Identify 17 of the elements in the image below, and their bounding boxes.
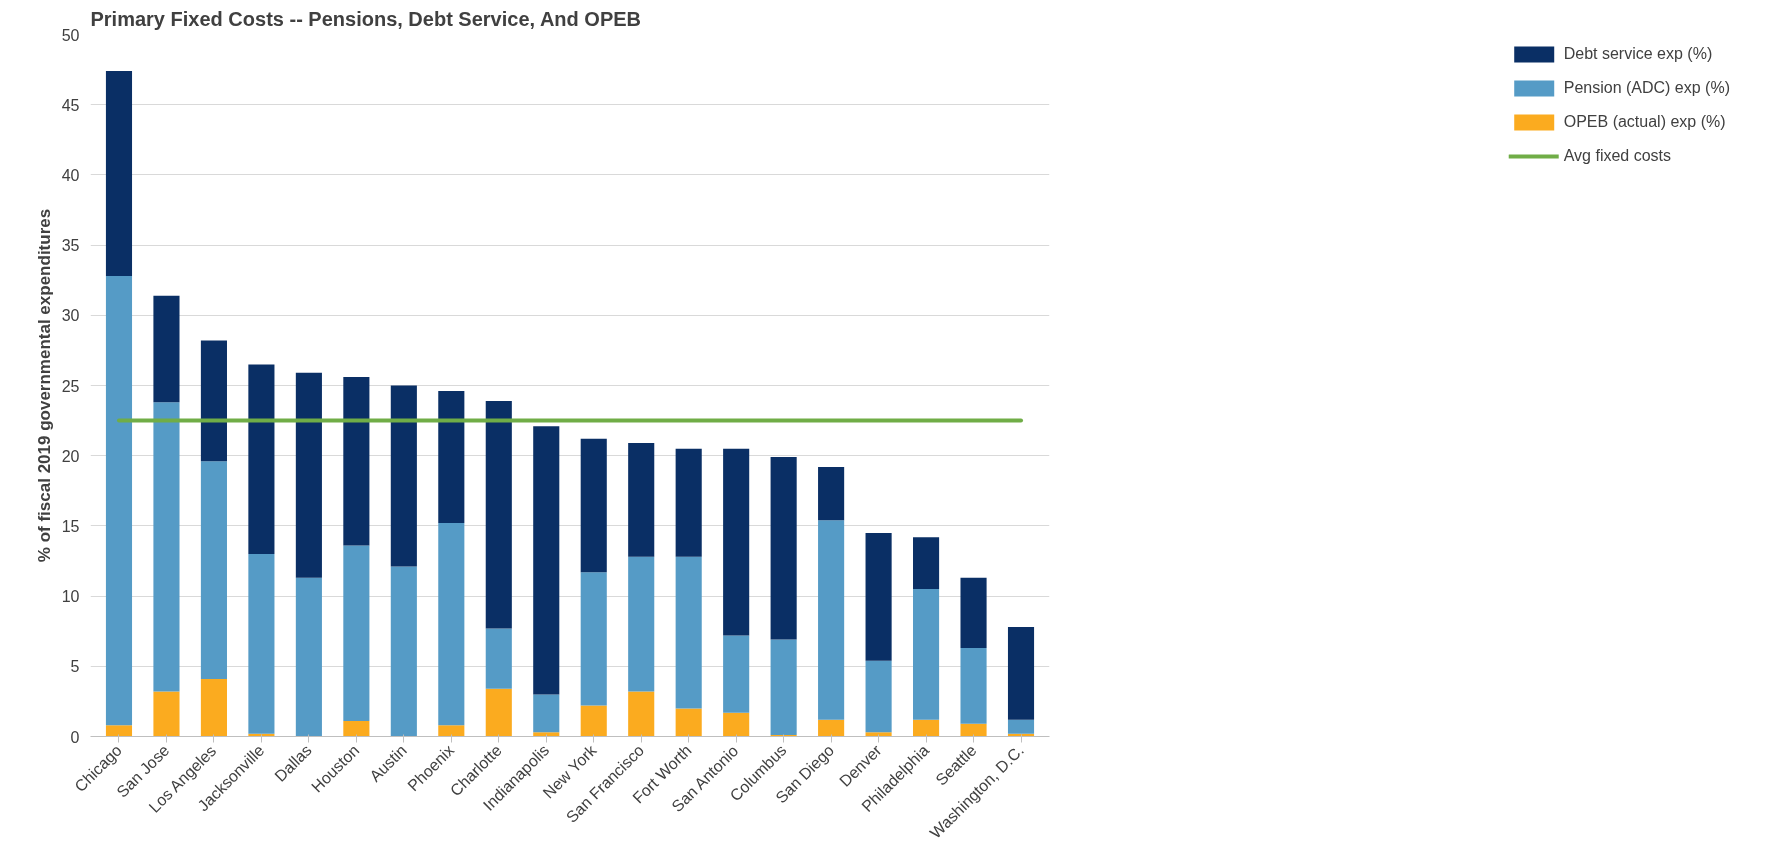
legend-label: Pension (ADC) exp (%) bbox=[1563, 79, 1730, 97]
y-tick-label: 20 bbox=[61, 447, 80, 465]
y-tick-label: 5 bbox=[70, 658, 80, 676]
y-tick-label: 30 bbox=[61, 307, 80, 325]
y-axis-title: % of fiscal 2019 governmental expenditures bbox=[34, 208, 54, 563]
y-tick-label: 40 bbox=[61, 166, 80, 184]
legend-label: Debt service exp (%) bbox=[1563, 45, 1713, 63]
y-tick-label: 10 bbox=[61, 588, 80, 606]
y-tick-label: 50 bbox=[61, 26, 80, 44]
y-tick-label: 0 bbox=[70, 728, 80, 746]
y-tick-label: 15 bbox=[61, 517, 80, 535]
legend-label: Avg fixed costs bbox=[1563, 147, 1672, 165]
legend-label: OPEB (actual) exp (%) bbox=[1563, 113, 1726, 131]
y-tick-label: 25 bbox=[61, 377, 80, 395]
chart-title: Primary Fixed Costs -- Pensions, Debt Service, And OPEB bbox=[90, 7, 642, 30]
y-tick-label: 35 bbox=[61, 237, 80, 255]
y-tick-label: 45 bbox=[61, 96, 80, 114]
